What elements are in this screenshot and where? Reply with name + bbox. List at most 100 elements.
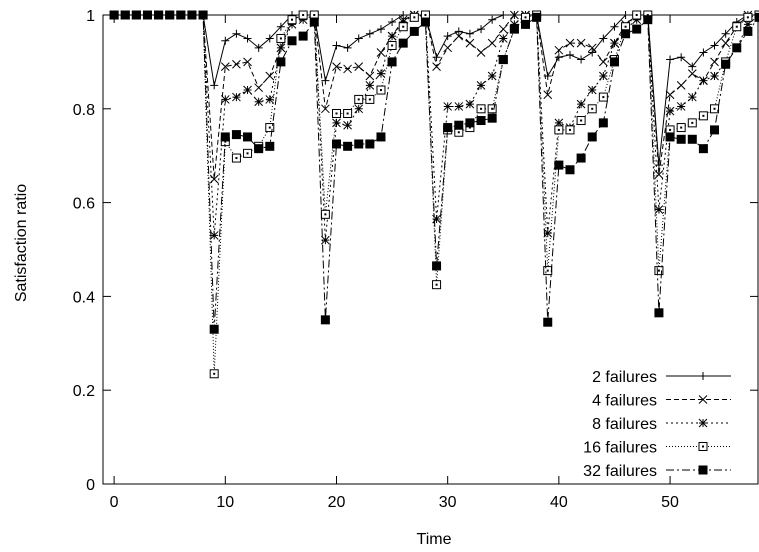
legend-label: 2 failures	[592, 369, 657, 386]
data-point	[399, 11, 408, 19]
data-point	[243, 148, 253, 158]
legend-marker	[699, 372, 707, 380]
data-point	[265, 71, 275, 81]
legend-label: 8 failures	[592, 416, 657, 433]
data-point	[554, 125, 564, 135]
data-point	[276, 57, 286, 67]
data-point	[487, 104, 497, 114]
data-point	[499, 11, 508, 19]
legend-item: 16 failures	[583, 440, 731, 457]
data-point	[565, 125, 575, 135]
data-point	[554, 160, 564, 170]
legend-item: 8 failures	[592, 416, 731, 433]
data-point	[376, 132, 386, 142]
data-point	[465, 38, 475, 48]
data-point	[220, 62, 230, 71]
data-point	[243, 132, 253, 142]
x-tick-label: 30	[439, 494, 457, 511]
series-4	[109, 10, 759, 379]
data-point	[710, 71, 719, 81]
series-3	[109, 10, 759, 245]
data-point	[354, 139, 364, 149]
data-point	[432, 62, 441, 71]
data-point	[365, 80, 375, 90]
plot-frame	[102, 14, 759, 485]
data-point	[432, 214, 441, 224]
legend-item: 4 failures	[592, 393, 731, 410]
data-point	[176, 10, 186, 20]
data-point	[265, 123, 275, 133]
x-tick-label: 10	[216, 494, 234, 511]
x-tick-label: 40	[550, 494, 568, 511]
legend-marker	[698, 418, 708, 428]
data-point	[543, 266, 553, 276]
data-point	[598, 71, 608, 81]
data-point	[343, 141, 353, 151]
data-point	[565, 38, 575, 48]
data-point	[487, 38, 497, 48]
data-point	[687, 118, 697, 128]
data-point	[632, 10, 642, 20]
plot-area: 0 0.2 0.4 0.6 0.8 1 0 10 20 30 40 50	[73, 8, 759, 511]
legend-label: 4 failures	[592, 393, 657, 410]
legend-item: 2 failures	[592, 369, 731, 386]
data-point	[632, 15, 642, 25]
data-point	[443, 102, 453, 111]
data-point	[321, 235, 330, 245]
data-point	[721, 59, 731, 69]
data-point	[365, 71, 375, 81]
data-point	[465, 118, 475, 128]
data-point	[276, 33, 286, 43]
data-point	[209, 369, 219, 379]
data-point	[309, 17, 319, 27]
data-point	[231, 130, 241, 140]
data-point	[476, 48, 486, 57]
data-point	[576, 99, 586, 109]
y-tick-label: 1	[86, 8, 95, 25]
data-point	[331, 139, 341, 149]
data-point	[576, 116, 586, 126]
data-point	[721, 38, 730, 48]
data-point	[398, 38, 408, 48]
data-point	[476, 80, 486, 90]
data-point	[343, 43, 352, 52]
data-point	[198, 10, 208, 20]
data-point	[398, 17, 408, 27]
data-point	[409, 26, 419, 36]
data-point	[276, 43, 286, 53]
data-point	[209, 231, 219, 240]
data-point	[665, 90, 675, 100]
data-point	[688, 62, 697, 71]
y-tick-label: 0	[86, 477, 95, 494]
data-point	[754, 12, 759, 22]
x-tick-label: 20	[328, 494, 346, 511]
y-tick-label: 0.4	[73, 289, 95, 306]
data-point	[232, 59, 241, 69]
data-point	[354, 62, 364, 71]
data-point	[232, 29, 241, 38]
data-point	[287, 36, 297, 46]
data-point	[443, 123, 453, 133]
data-point	[265, 34, 274, 43]
data-point	[654, 205, 664, 214]
data-point	[221, 36, 230, 45]
data-point	[543, 228, 553, 238]
x-tick-label: 0	[110, 494, 119, 511]
data-point	[666, 55, 675, 64]
data-point	[298, 15, 308, 25]
data-point	[254, 83, 264, 93]
legend: 2 failures 4 failures 8 failures 16 failure…	[583, 369, 731, 480]
data-point	[443, 43, 453, 53]
x-tick-label: 50	[661, 494, 679, 511]
data-point	[498, 34, 508, 43]
data-point	[454, 120, 464, 130]
data-point	[587, 85, 597, 95]
data-point	[743, 12, 753, 22]
data-point	[432, 261, 442, 271]
data-point	[610, 22, 619, 31]
series-line	[114, 14, 759, 180]
data-point	[576, 38, 586, 48]
data-point	[454, 27, 463, 36]
data-point	[376, 85, 386, 95]
